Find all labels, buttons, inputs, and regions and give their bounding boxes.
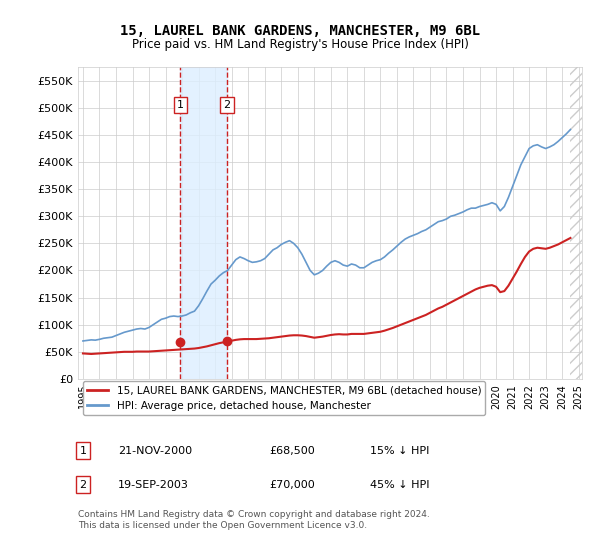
Text: 45% ↓ HPI: 45% ↓ HPI: [370, 479, 430, 489]
Text: 15% ↓ HPI: 15% ↓ HPI: [370, 446, 430, 455]
Text: 2: 2: [79, 479, 86, 489]
Text: Contains HM Land Registry data © Crown copyright and database right 2024.
This d: Contains HM Land Registry data © Crown c…: [78, 510, 430, 530]
Text: £70,000: £70,000: [269, 479, 315, 489]
Text: £68,500: £68,500: [269, 446, 315, 455]
Legend: 15, LAUREL BANK GARDENS, MANCHESTER, M9 6BL (detached house), HPI: Average price: 15, LAUREL BANK GARDENS, MANCHESTER, M9 …: [83, 381, 485, 415]
Text: 2: 2: [223, 100, 230, 110]
Text: 19-SEP-2003: 19-SEP-2003: [118, 479, 189, 489]
Text: Price paid vs. HM Land Registry's House Price Index (HPI): Price paid vs. HM Land Registry's House …: [131, 38, 469, 52]
Text: 1: 1: [177, 100, 184, 110]
Text: 21-NOV-2000: 21-NOV-2000: [118, 446, 193, 455]
Bar: [181, 67, 227, 379]
Text: 15, LAUREL BANK GARDENS, MANCHESTER, M9 6BL: 15, LAUREL BANK GARDENS, MANCHESTER, M9 …: [120, 24, 480, 38]
Text: 1: 1: [80, 446, 86, 455]
